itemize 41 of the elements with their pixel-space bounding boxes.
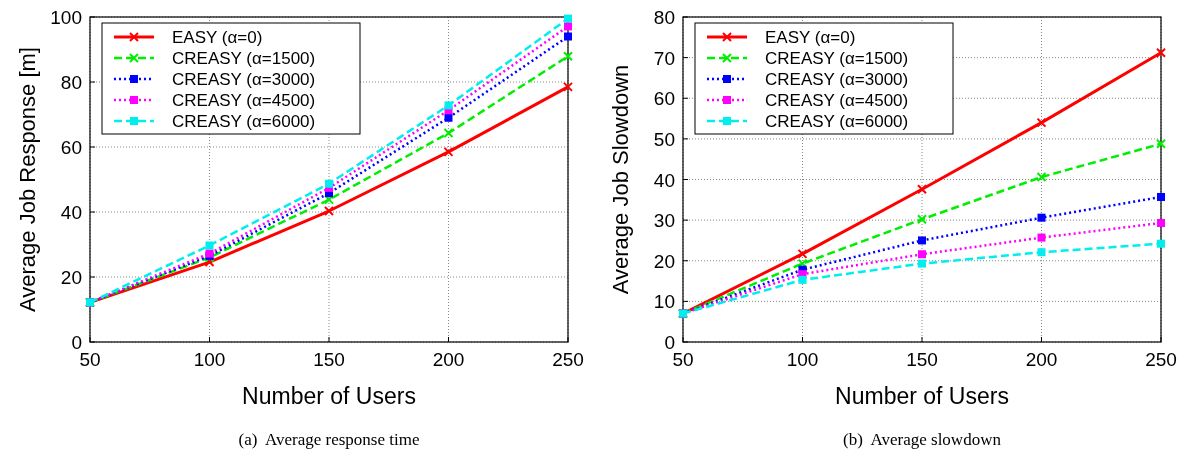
y-tick-label: 80 xyxy=(60,72,82,93)
text: (a) Average response time xyxy=(238,430,420,449)
x-tick-label: 50 xyxy=(79,349,101,370)
y-tick-label: 50 xyxy=(653,128,675,150)
y-tick-label: 60 xyxy=(60,137,82,158)
y-axis-title: Average Job Slowdown xyxy=(608,64,633,295)
y-tick-label: 10 xyxy=(653,291,675,313)
legend-label: EASY (α=0) xyxy=(765,28,856,47)
y-tick-label: 30 xyxy=(653,210,675,232)
legend-label: CREASY (α=6000) xyxy=(765,112,909,131)
x-tick-label: 100 xyxy=(786,349,819,370)
x-tick-label: 150 xyxy=(906,349,938,370)
legend-label: CREASY (α=4500) xyxy=(172,91,316,110)
x-tick-label: 250 xyxy=(1145,349,1177,370)
x-axis-title: Number of Users xyxy=(835,383,1009,409)
legend-label: CREASY (α=1500) xyxy=(172,49,316,68)
y-tick-label: 20 xyxy=(60,267,82,288)
x-tick-label: 250 xyxy=(552,349,584,370)
x-tick-label: 50 xyxy=(672,349,694,370)
y-tick-label: 100 xyxy=(50,7,82,28)
y-tick-label: 0 xyxy=(71,332,82,353)
y-tick-label: 60 xyxy=(653,88,675,110)
x-tick-label: 100 xyxy=(193,349,226,370)
legend-label: CREASY (α=1500) xyxy=(765,49,909,68)
y-tick-label: 80 xyxy=(653,7,675,28)
legend-label: CREASY (α=3000) xyxy=(172,70,316,89)
legend-label: CREASY (α=4500) xyxy=(765,91,909,110)
legend-label: CREASY (α=6000) xyxy=(172,112,316,131)
x-axis-title: Number of Users xyxy=(242,383,416,409)
x-tick-label: 200 xyxy=(1025,349,1058,370)
x-tick-label: 150 xyxy=(313,349,345,370)
legend-label: EASY (α=0) xyxy=(172,28,263,47)
y-tick-label: 0 xyxy=(664,332,675,353)
y-tick-label: 20 xyxy=(653,250,675,272)
y-tick-label: 40 xyxy=(653,169,675,191)
y-tick-label: 70 xyxy=(653,47,675,69)
y-tick-label: 40 xyxy=(60,202,82,223)
text: (b) Average slowdown xyxy=(843,430,1002,449)
y-axis-title: Average Job Response [m] xyxy=(15,47,40,312)
legend-label: CREASY (α=3000) xyxy=(765,70,909,89)
x-tick-label: 200 xyxy=(432,349,465,370)
